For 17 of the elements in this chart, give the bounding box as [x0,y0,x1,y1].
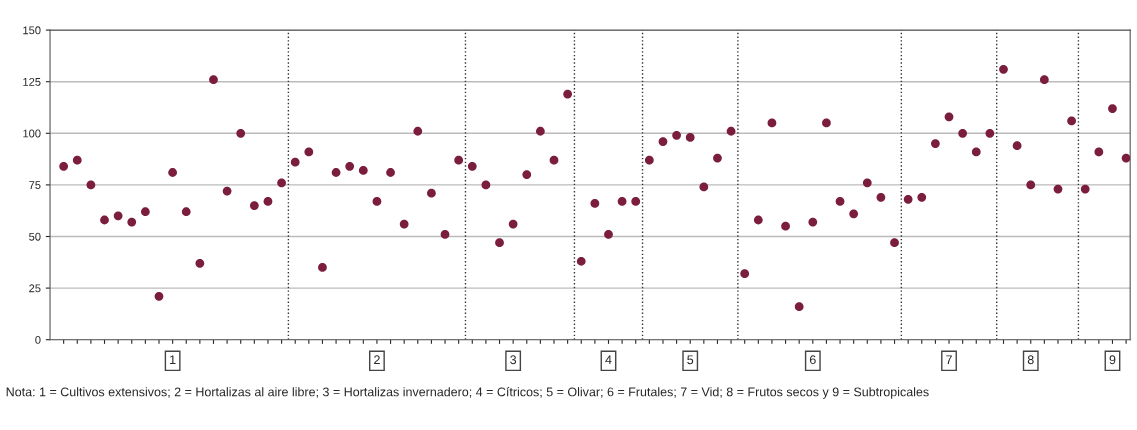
x-tick-label: 7 [946,355,952,365]
y-tick-label: 0 [35,335,41,344]
y-tick-label: 125 [23,77,41,86]
x-tick-label: 1 [170,355,176,365]
x-tick-label: 9 [1109,355,1116,365]
x-tick-label: 5 [687,355,694,365]
y-tick-label: 75 [29,181,41,190]
x-tick-label: 6 [809,355,816,365]
text: Nota: 1 = Cultivos extensivos; 2 = Hortalizas al aire libre; 3 = Hortalizas invernadero; 4 = Cítricos; 5 = Olivar; 6 = Frutales; 7 = Vid; 8 = Frutos secos y 9 = Subtropicales [6,387,929,399]
x-tick-label: 3 [510,355,517,365]
y-tick-label: 50 [29,232,41,241]
y-tick-label: 25 [29,284,41,293]
y-tick-label: 150 [23,26,41,35]
x-tick-label: 4 [605,355,612,365]
x-tick-label: 8 [1027,355,1034,365]
x-tick-label: 2 [374,355,380,365]
y-tick-label: 100 [23,129,41,138]
